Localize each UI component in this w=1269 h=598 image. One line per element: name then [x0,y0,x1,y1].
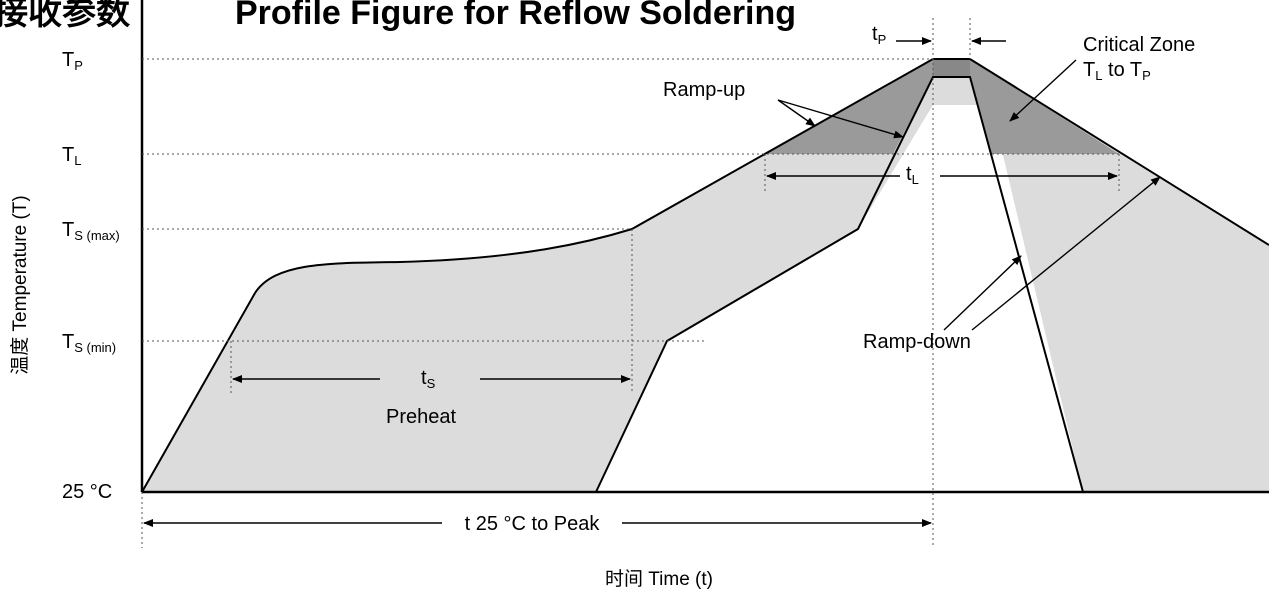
tsmin-label: TS (min) [62,331,116,355]
preheat-window-region [142,59,1269,492]
critical-zone-range-label: TL to TP [1083,59,1151,83]
tl-interval-label: tL [906,163,919,187]
inner-white-region [596,105,1083,492]
ramp-up-arrow-inner [777,99,904,139]
ramp-down-label: Ramp-down [863,331,971,353]
tsmax-label: TS (max) [62,219,120,243]
preheat-label: Preheat [386,406,456,428]
title-en: Profile Figure for Reflow Soldering [235,0,796,32]
title-cn: 接收参数 [0,0,130,32]
tp-interval-label: tP [872,23,886,47]
upper-profile-curve [141,58,1269,493]
ts-interval-label: tS [421,367,436,391]
critical-zone-label: Critical Zone [1083,34,1195,56]
critical-zone-arrow [1009,59,1077,122]
to-peak-label: t 25 °C to Peak [465,513,601,535]
tl-label: TL [62,144,81,168]
peak-bar [933,59,970,77]
tp-label: TP [62,49,83,73]
ramp-down-arrow-inner [943,255,1022,331]
ramp-up-arrow-outer [777,99,816,127]
ramp-down-arrow-outer [971,176,1161,331]
y-axis-title: 温度 Temperature (T) [9,195,31,374]
lower-profile-curve [595,76,1084,493]
ramp-up-label: Ramp-up [663,79,745,101]
x-axis-title: 时间 Time (t) [605,568,713,590]
t25-label: 25 °C [62,481,112,503]
